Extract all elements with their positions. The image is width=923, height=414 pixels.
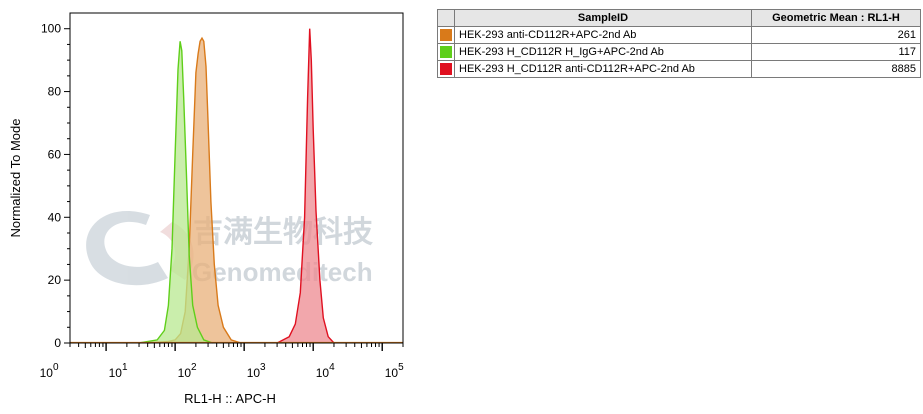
legend-header-row: SampleID Geometric Mean : RL1-H xyxy=(437,9,921,27)
x-tick-label: 102 xyxy=(178,362,197,380)
legend-geometric-mean: 261 xyxy=(751,26,921,44)
legend-table-wrapper: SampleID Geometric Mean : RL1-H HEK-293 … xyxy=(437,9,923,99)
y-tick-label: 100 xyxy=(41,22,61,36)
y-tick-label: 80 xyxy=(48,85,62,99)
plot-frame xyxy=(69,12,404,344)
legend-sample-id: HEK-293 H_CD112R H_IgG+APC-2nd Ab xyxy=(454,43,752,61)
series-area-2 xyxy=(139,41,213,344)
legend-swatch xyxy=(440,29,452,41)
watermark-english-text: Genomeditech xyxy=(192,257,373,287)
x-axis-title: RL1-H :: APC-H xyxy=(184,391,276,406)
legend-swatch-cell xyxy=(437,43,455,61)
legend-header-swatch xyxy=(437,9,455,27)
x-tick-label: 101 xyxy=(109,362,128,380)
legend-swatch-cell xyxy=(437,26,455,44)
legend-table: SampleID Geometric Mean : RL1-H HEK-293 … xyxy=(437,9,921,78)
series-line-2 xyxy=(138,41,213,344)
y-axis: 0 20 40 60 80 100 xyxy=(41,22,70,350)
legend-row: HEK-293 H_CD112R H_IgG+APC-2nd Ab 117 xyxy=(437,43,921,61)
legend-sample-id: HEK-293 anti-CD112R+APC-2nd Ab xyxy=(454,26,752,44)
y-tick-label: 20 xyxy=(48,273,62,287)
series-line-3 xyxy=(276,28,335,344)
series-layer xyxy=(70,28,403,344)
x-axis: 100 101 102 103 104 105 xyxy=(40,343,404,380)
x-tick-label: 100 xyxy=(40,362,59,380)
watermark: 吉满生物科技 Genomeditech xyxy=(86,211,373,287)
x-tick-label: 103 xyxy=(247,362,266,380)
legend-header-sample: SampleID xyxy=(454,9,752,27)
legend-body: HEK-293 anti-CD112R+APC-2nd Ab 261 HEK-293… xyxy=(437,26,921,78)
x-tick-label: 105 xyxy=(385,362,404,380)
legend-row: HEK-293 H_CD112R anti-CD112R+APC-2nd Ab 8… xyxy=(437,60,921,78)
legend-row: HEK-293 anti-CD112R+APC-2nd Ab 261 xyxy=(437,26,921,44)
legend-swatch-cell xyxy=(437,60,455,78)
y-tick-label: 60 xyxy=(48,147,62,161)
y-tick-label: 40 xyxy=(48,210,62,224)
legend-swatch xyxy=(440,46,452,58)
legend-geometric-mean: 117 xyxy=(751,43,921,61)
legend-sample-id: HEK-293 H_CD112R anti-CD112R+APC-2nd Ab xyxy=(454,60,752,78)
watermark-chinese-text: 吉满生物科技 xyxy=(193,216,373,249)
x-tick-label: 104 xyxy=(316,362,335,380)
series-area-1 xyxy=(147,38,241,343)
legend-header-value: Geometric Mean : RL1-H xyxy=(751,9,921,27)
legend-geometric-mean: 8885 xyxy=(751,60,921,78)
y-axis-title: Normalized To Mode xyxy=(8,119,23,238)
y-tick-label: 0 xyxy=(54,336,61,350)
legend-swatch xyxy=(440,63,452,75)
